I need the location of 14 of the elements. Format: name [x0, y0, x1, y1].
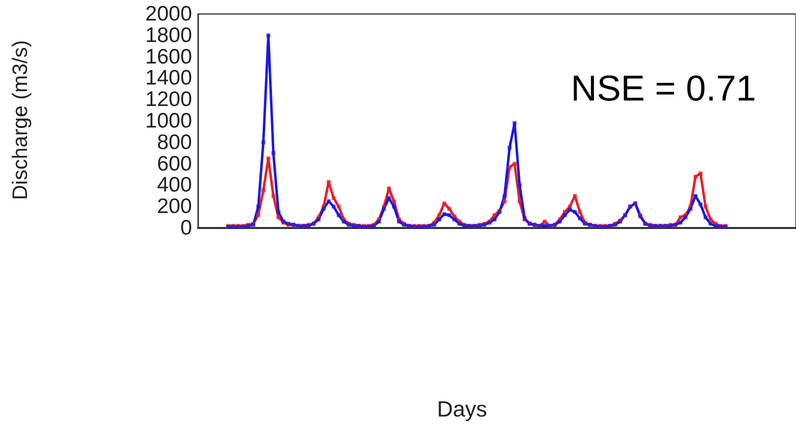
y-tick-label: 600: [156, 152, 192, 176]
annotation: NSE = 0.71: [570, 68, 756, 108]
y-tick-label: 1200: [145, 88, 192, 112]
text: Days: [437, 396, 488, 422]
y-tick-label: 0: [180, 216, 192, 240]
y-tick-label: 200: [156, 195, 192, 218]
y-tick-label: 1800: [145, 24, 192, 47]
y-tick-label: 1600: [145, 45, 192, 68]
y-tick-label: 800: [156, 130, 192, 154]
y-tick-label: 1000: [145, 110, 192, 132]
y-tick-label: 2000: [145, 2, 192, 26]
y-tick-label: 400: [156, 174, 192, 197]
text: Discharge (m3/s): [9, 40, 32, 200]
y-tick-label: 1400: [145, 66, 192, 90]
